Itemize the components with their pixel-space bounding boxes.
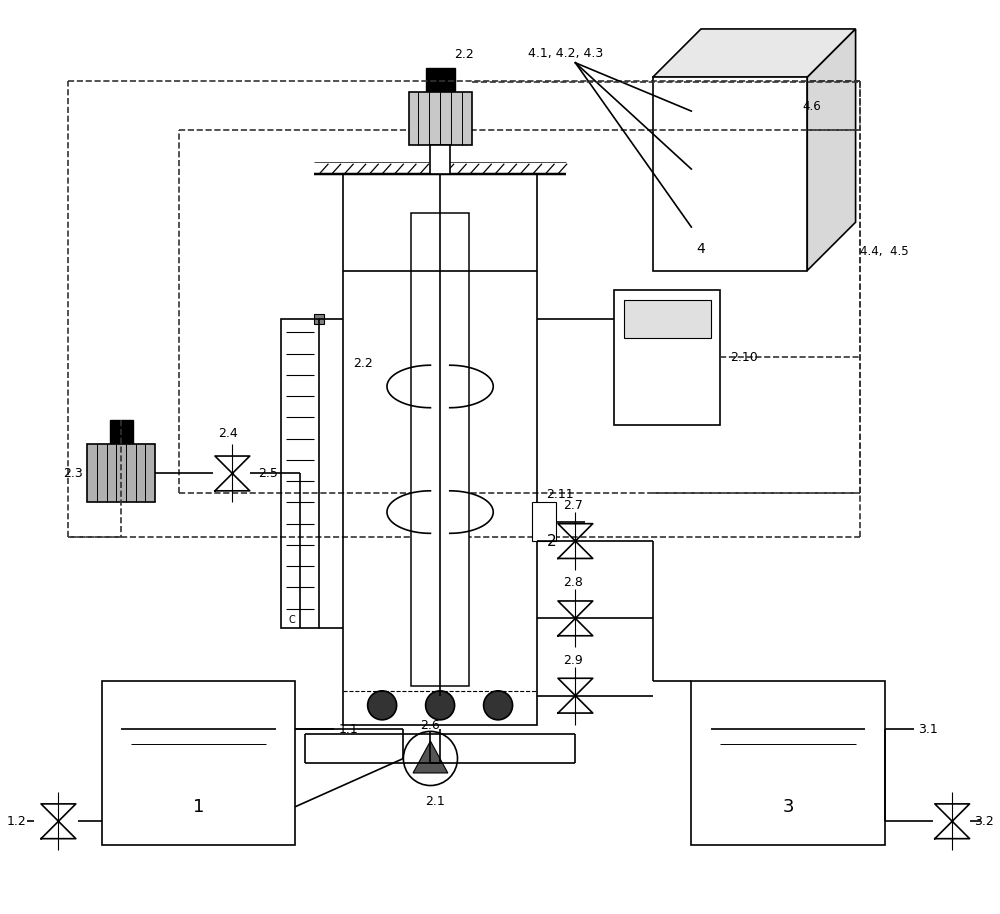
Text: 3: 3 [782, 798, 794, 816]
Text: 2.6: 2.6 [421, 719, 440, 732]
Text: 4.4,  4.5: 4.4, 4.5 [860, 245, 909, 258]
Polygon shape [413, 741, 448, 773]
Text: 2.8: 2.8 [563, 577, 583, 590]
Bar [343, 174, 537, 725]
Text: 2.10: 2.10 [730, 351, 758, 364]
Bar [778, 97, 798, 116]
Text: 4.6: 4.6 [802, 100, 821, 112]
Bar [667, 362, 696, 387]
Circle shape [484, 691, 513, 720]
Text: 2: 2 [546, 534, 556, 549]
Text: 4: 4 [697, 242, 705, 256]
Bar [667, 328, 696, 353]
Text: 2.2: 2.2 [353, 357, 373, 370]
Bar [532, 503, 556, 541]
Text: 2.5: 2.5 [258, 467, 278, 480]
Circle shape [403, 731, 457, 785]
Text: 3.2: 3.2 [974, 814, 994, 828]
Text: 2.11: 2.11 [546, 487, 574, 501]
Text: C: C [288, 615, 295, 625]
Bar [314, 314, 324, 324]
Polygon shape [653, 29, 856, 78]
Text: 2.4: 2.4 [218, 427, 238, 440]
Circle shape [368, 691, 397, 720]
Bar [110, 420, 133, 444]
Bar [624, 300, 711, 338]
Text: 2.7: 2.7 [563, 499, 583, 512]
Bar [614, 290, 720, 425]
Bar [430, 145, 450, 174]
Bar [281, 319, 319, 628]
Text: 2.3: 2.3 [63, 467, 83, 480]
Text: 4.1, 4.2, 4.3: 4.1, 4.2, 4.3 [528, 47, 603, 59]
Text: 2.2: 2.2 [455, 48, 474, 61]
Bar [653, 78, 807, 271]
Text: 2.9: 2.9 [563, 654, 583, 667]
Polygon shape [807, 29, 856, 271]
Text: 1: 1 [193, 798, 204, 816]
Text: 2.1: 2.1 [425, 795, 445, 808]
Bar [426, 68, 455, 91]
Text: 1.2: 1.2 [7, 814, 27, 828]
Bar [87, 444, 155, 503]
Bar [411, 213, 469, 686]
Bar [629, 362, 658, 387]
Text: 3.1: 3.1 [918, 723, 938, 736]
Text: 1.1: 1.1 [339, 723, 358, 736]
Bar [691, 681, 885, 845]
Bar [409, 91, 472, 145]
Circle shape [426, 691, 455, 720]
Bar [102, 681, 295, 845]
Bar [629, 328, 658, 353]
